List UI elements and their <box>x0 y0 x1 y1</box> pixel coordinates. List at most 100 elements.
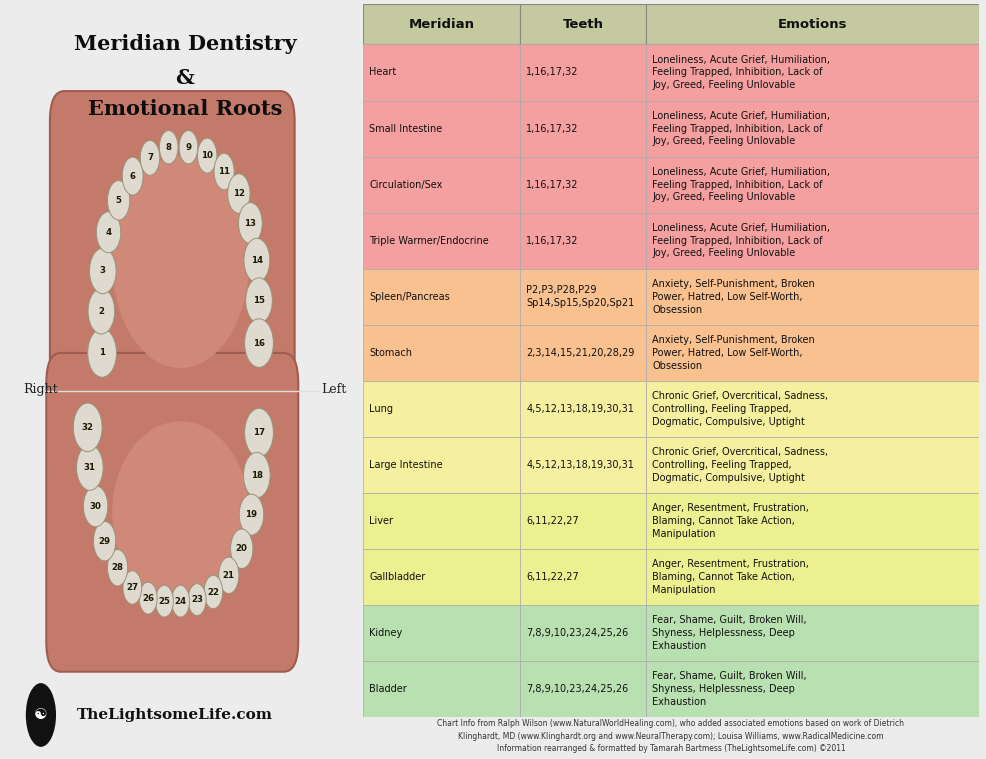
Ellipse shape <box>244 452 270 498</box>
Text: 20: 20 <box>236 544 247 553</box>
Ellipse shape <box>94 521 115 561</box>
Text: Teeth: Teeth <box>563 17 603 30</box>
Text: 1,16,17,32: 1,16,17,32 <box>527 68 579 77</box>
Ellipse shape <box>231 529 252 568</box>
FancyBboxPatch shape <box>363 156 520 213</box>
FancyBboxPatch shape <box>520 100 647 156</box>
FancyBboxPatch shape <box>520 381 647 437</box>
FancyBboxPatch shape <box>520 493 647 549</box>
Text: Right: Right <box>23 383 57 396</box>
Text: 30: 30 <box>90 502 102 511</box>
Text: 22: 22 <box>207 587 219 597</box>
FancyBboxPatch shape <box>520 661 647 717</box>
Text: 18: 18 <box>250 471 263 480</box>
FancyBboxPatch shape <box>647 269 979 325</box>
Text: 1: 1 <box>100 348 106 357</box>
FancyBboxPatch shape <box>647 156 979 213</box>
Ellipse shape <box>156 585 174 617</box>
FancyBboxPatch shape <box>363 493 520 549</box>
Text: Anxiety, Self-Punishment, Broken
Power, Hatred, Low Self-Worth,
Obsession: Anxiety, Self-Punishment, Broken Power, … <box>653 279 815 314</box>
Text: 5: 5 <box>115 196 121 205</box>
FancyBboxPatch shape <box>520 45 647 100</box>
Ellipse shape <box>228 174 250 213</box>
Text: 13: 13 <box>245 219 256 228</box>
FancyBboxPatch shape <box>647 325 979 381</box>
Text: 11: 11 <box>218 167 230 176</box>
FancyBboxPatch shape <box>520 549 647 605</box>
Text: Small Intestine: Small Intestine <box>369 124 443 134</box>
Text: &: & <box>176 68 194 88</box>
Ellipse shape <box>140 140 160 175</box>
Text: Spleen/Pancreas: Spleen/Pancreas <box>369 291 450 302</box>
FancyBboxPatch shape <box>520 4 647 45</box>
Text: 1,16,17,32: 1,16,17,32 <box>527 180 579 190</box>
Ellipse shape <box>179 131 198 164</box>
FancyBboxPatch shape <box>363 437 520 493</box>
Text: 15: 15 <box>253 296 265 305</box>
Text: 6,11,22,27: 6,11,22,27 <box>527 572 579 582</box>
Ellipse shape <box>107 181 130 220</box>
Text: Meridian: Meridian <box>408 17 474 30</box>
FancyBboxPatch shape <box>363 661 520 717</box>
FancyBboxPatch shape <box>520 325 647 381</box>
Text: 7: 7 <box>147 153 153 162</box>
Text: Triple Warmer/Endocrine: Triple Warmer/Endocrine <box>369 236 489 246</box>
Text: 26: 26 <box>142 594 154 603</box>
Text: 6,11,22,27: 6,11,22,27 <box>527 516 579 526</box>
Ellipse shape <box>123 571 142 604</box>
Text: Lung: Lung <box>369 404 393 414</box>
Text: Kidney: Kidney <box>369 628 402 638</box>
Text: 28: 28 <box>111 563 123 572</box>
Text: 31: 31 <box>84 463 96 472</box>
Ellipse shape <box>112 156 248 368</box>
Ellipse shape <box>214 153 235 190</box>
Ellipse shape <box>244 238 270 282</box>
Text: 19: 19 <box>246 510 257 519</box>
Text: Loneliness, Acute Grief, Humiliation,
Feeling Trapped, Inhibition, Lack of
Joy, : Loneliness, Acute Grief, Humiliation, Fe… <box>653 167 830 203</box>
Text: 4,5,12,13,18,19,30,31: 4,5,12,13,18,19,30,31 <box>527 404 634 414</box>
Text: 29: 29 <box>99 537 110 546</box>
Text: 4: 4 <box>106 228 111 237</box>
Text: 8: 8 <box>166 143 172 152</box>
Text: Chronic Grief, Overcritical, Sadness,
Controlling, Feeling Trapped,
Dogmatic, Co: Chronic Grief, Overcritical, Sadness, Co… <box>653 447 828 483</box>
Text: Chronic Grief, Overcritical, Sadness,
Controlling, Feeling Trapped,
Dogmatic, Co: Chronic Grief, Overcritical, Sadness, Co… <box>653 391 828 427</box>
FancyBboxPatch shape <box>363 45 520 100</box>
FancyBboxPatch shape <box>647 213 979 269</box>
FancyBboxPatch shape <box>520 213 647 269</box>
FancyBboxPatch shape <box>520 605 647 661</box>
FancyBboxPatch shape <box>363 4 520 45</box>
FancyBboxPatch shape <box>363 605 520 661</box>
FancyBboxPatch shape <box>46 353 298 672</box>
FancyBboxPatch shape <box>363 100 520 156</box>
Ellipse shape <box>97 212 121 253</box>
Text: Anger, Resentment, Frustration,
Blaming, Cannot Take Action,
Manipulation: Anger, Resentment, Frustration, Blaming,… <box>653 503 810 539</box>
Text: Emotional Roots: Emotional Roots <box>88 99 282 118</box>
Text: 1,16,17,32: 1,16,17,32 <box>527 124 579 134</box>
Ellipse shape <box>240 494 263 535</box>
Text: Bladder: Bladder <box>369 684 407 694</box>
FancyBboxPatch shape <box>647 493 979 549</box>
Text: 6: 6 <box>130 172 136 181</box>
Ellipse shape <box>160 131 178 164</box>
Ellipse shape <box>239 203 262 244</box>
FancyBboxPatch shape <box>363 325 520 381</box>
Text: ☯: ☯ <box>35 707 47 723</box>
Ellipse shape <box>84 486 107 527</box>
FancyBboxPatch shape <box>647 661 979 717</box>
FancyBboxPatch shape <box>520 269 647 325</box>
Text: 23: 23 <box>191 595 203 604</box>
Text: 16: 16 <box>253 339 265 348</box>
Ellipse shape <box>197 138 217 173</box>
Text: Loneliness, Acute Grief, Humiliation,
Feeling Trapped, Inhibition, Lack of
Joy, : Loneliness, Acute Grief, Humiliation, Fe… <box>653 55 830 90</box>
FancyBboxPatch shape <box>363 213 520 269</box>
FancyBboxPatch shape <box>647 549 979 605</box>
Text: 27: 27 <box>126 583 138 592</box>
Ellipse shape <box>245 319 273 367</box>
Text: Liver: Liver <box>369 516 393 526</box>
Ellipse shape <box>77 445 104 490</box>
Text: Circulation/Sex: Circulation/Sex <box>369 180 443 190</box>
FancyBboxPatch shape <box>647 381 979 437</box>
Text: 2,3,14,15,21,20,28,29: 2,3,14,15,21,20,28,29 <box>527 348 635 357</box>
Text: Fear, Shame, Guilt, Broken Will,
Shyness, Helplessness, Deep
Exhaustion: Fear, Shame, Guilt, Broken Will, Shyness… <box>653 672 808 707</box>
Text: Anger, Resentment, Frustration,
Blaming, Cannot Take Action,
Manipulation: Anger, Resentment, Frustration, Blaming,… <box>653 559 810 595</box>
